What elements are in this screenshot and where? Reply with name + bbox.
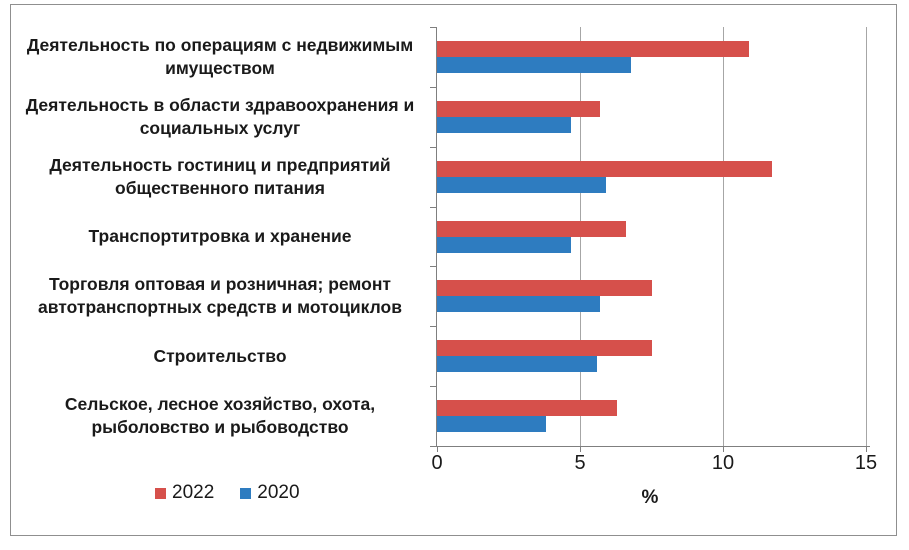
bar-2022 <box>437 400 618 417</box>
x-axis-title: % <box>641 487 659 508</box>
x-axis-tick-label: 15 <box>854 452 878 474</box>
gridline <box>865 27 867 446</box>
y-axis-tick <box>430 446 436 447</box>
legend-label: 2020 <box>257 482 300 503</box>
y-axis-tick <box>430 326 436 328</box>
legend-item-2022: 2022 <box>155 482 214 504</box>
y-axis-tick <box>430 146 436 148</box>
gridline <box>722 27 724 446</box>
category-label: Деятельность по операциям с недвижимым и… <box>26 34 414 78</box>
category-label: Строительство <box>153 345 287 366</box>
y-axis-tick <box>430 386 436 388</box>
category-label: Транспортитровка и хранение <box>88 225 352 246</box>
bar-2020 <box>437 176 606 193</box>
legend-label: 2022 <box>172 482 215 503</box>
bar-2022 <box>437 40 749 57</box>
bar-2020 <box>437 116 572 133</box>
x-axis-tick <box>722 447 724 452</box>
bar-2022 <box>437 280 652 297</box>
y-axis-tick <box>430 206 436 208</box>
legend: 2022 2020 <box>155 482 300 504</box>
x-axis-tick-label: 10 <box>711 452 735 474</box>
gridline <box>579 27 581 446</box>
plot-area <box>437 27 867 446</box>
x-axis-tick-label: 0 <box>431 452 443 474</box>
y-axis-tick <box>430 86 436 88</box>
legend-swatch-icon <box>240 487 252 499</box>
category-label: Торговля оптовая и розничная; ремонт авт… <box>38 274 402 318</box>
bar-2022 <box>437 340 652 357</box>
bar-2020 <box>437 296 601 313</box>
bar-2020 <box>437 236 572 253</box>
y-axis-tick <box>430 266 436 268</box>
category-label: Деятельность гостиниц и предприятий обще… <box>49 154 391 198</box>
y-axis-line <box>435 27 437 446</box>
bar-2022 <box>437 160 772 177</box>
y-axis-tick <box>430 27 436 28</box>
x-axis-tick <box>865 447 867 452</box>
x-axis-tick <box>436 447 438 452</box>
x-axis-tick-label: 5 <box>574 452 586 474</box>
bar-2022 <box>437 100 601 117</box>
category-labels: Деятельность по операциям с недвижимым и… <box>12 27 428 446</box>
bar-2022 <box>437 220 626 237</box>
category-label: Сельское, лесное хозяйство, охота, рыбол… <box>64 393 376 438</box>
x-axis-line <box>435 445 870 447</box>
chart-frame <box>10 4 897 536</box>
x-axis-tick <box>579 447 581 452</box>
bar-2020 <box>437 356 598 373</box>
legend-swatch-icon <box>155 487 166 499</box>
category-label: Деятельность в области здравоохранения и… <box>25 94 415 138</box>
legend-item-2020: 2020 <box>240 482 300 504</box>
bar-2020 <box>437 56 632 73</box>
bar-2020 <box>437 416 546 433</box>
